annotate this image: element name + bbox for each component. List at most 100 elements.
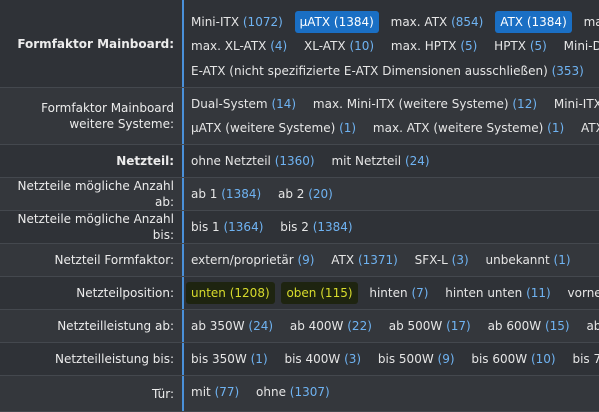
filter-option-ab-7[interactable]: ab 7: [581, 315, 599, 337]
filter-option-max[interactable]: max: [579, 11, 599, 33]
filter-option-bis-1[interactable]: bis 1 (1364): [186, 216, 268, 238]
filter-option-uatx-weitere-systeme[interactable]: µATX (weitere Systeme) (1): [186, 117, 361, 139]
option-line: bis 350W (1) bis 400W (3) bis 500W (9) b…: [186, 348, 599, 370]
option-label: max. HPTX: [390, 39, 457, 53]
option-label: ab 600W: [487, 319, 542, 333]
option-count: (1384): [526, 15, 567, 29]
filter-label: Netzteilposition:: [0, 277, 184, 309]
filter-row-netzteile-moegliche-anzahl-bis: Netzteile mögliche Anzahl bis: bis 1 (136…: [0, 211, 599, 244]
option-count: (854): [451, 15, 484, 29]
filter-option-max-atx[interactable]: max. ATX (854): [386, 11, 489, 33]
filter-option-uatx[interactable]: µATX (1384): [294, 11, 379, 33]
filter-option-bis-400w[interactable]: bis 400W (3): [279, 348, 366, 370]
option-count: (24): [404, 154, 430, 168]
option-label: vorne: [567, 286, 599, 300]
option-label: bis 600W: [471, 352, 528, 366]
filter-option-hinten-unten[interactable]: hinten unten (11): [440, 282, 555, 304]
filter-option-extern-proprietaer[interactable]: extern/proprietär (9): [186, 249, 319, 271]
filter-option-max-xl-atx[interactable]: max. XL-ATX (4): [186, 35, 292, 57]
filter-option-mini-itx[interactable]: Mini-ITX (1072): [186, 11, 288, 33]
option-line: extern/proprietär (9) ATX (1371) SFX-L (…: [186, 249, 579, 271]
option-label: hinten unten: [445, 286, 523, 300]
filter-option-atx[interactable]: ATX (1384): [495, 11, 572, 33]
filter-option-mini-itx[interactable]: Mini-ITX (: [549, 93, 599, 115]
option-label: bis 2: [280, 220, 309, 234]
option-label: bis 500W: [377, 352, 434, 366]
filter-option-dual-system[interactable]: Dual-System (14): [186, 93, 301, 115]
filter-option-ab-350w[interactable]: ab 350W (24): [186, 315, 278, 337]
option-label: ohne: [256, 385, 286, 399]
filter-option-ohne[interactable]: ohne (1307): [251, 381, 335, 403]
option-count: (9): [297, 253, 315, 267]
filter-option-ab-400w[interactable]: ab 400W (22): [285, 315, 377, 337]
filter-row-formfaktor-mainboard-weitere-systeme: Formfaktor Mainboard weitere Systeme: Dua…: [0, 88, 599, 145]
filter-option-ab-600w[interactable]: ab 600W (15): [483, 315, 575, 337]
filter-option-ab-1[interactable]: ab 1 (1384): [186, 183, 266, 205]
filter-option-bis-2[interactable]: bis 2 (1384): [275, 216, 357, 238]
filter-options: extern/proprietär (9) ATX (1371) SFX-L (…: [186, 244, 599, 276]
option-count: (1371): [357, 253, 398, 267]
option-label: ab 1: [191, 187, 218, 201]
filter-row-netzteil: Netzteil: ohne Netzteil (1360) mit Netzte…: [0, 145, 599, 178]
option-count: (10): [349, 39, 375, 53]
filter-option-ohne-netzteil[interactable]: ohne Netzteil (1360): [186, 150, 320, 172]
option-label: mit Netzteil: [331, 154, 402, 168]
option-label: max. ATX (weitere Systeme): [372, 121, 544, 135]
filter-label: Netzteilleistung ab:: [0, 310, 184, 342]
filter-label: Formfaktor Mainboard weitere Systeme:: [0, 88, 184, 144]
option-line: Dual-System (14) max. Mini-ITX (weitere …: [186, 93, 599, 115]
filter-option-bis-500w[interactable]: bis 500W (9): [373, 348, 460, 370]
filter-option-unten[interactable]: unten (1208): [186, 282, 275, 304]
option-label: max. ATX: [390, 15, 448, 29]
option-line: µATX (weitere Systeme) (1) max. ATX (wei…: [186, 117, 599, 139]
option-count: (1): [547, 121, 565, 135]
option-line: mit (77) ohne (1307): [186, 381, 338, 403]
filter-option-hinten[interactable]: hinten (7): [364, 282, 433, 304]
filter-option-bis-600w[interactable]: bis 600W (10): [466, 348, 560, 370]
option-label: Mini-DT: [563, 39, 599, 53]
filter-option-bis-350w[interactable]: bis 350W (1): [186, 348, 273, 370]
option-label: bis 70: [572, 352, 599, 366]
option-label: ab 350W: [191, 319, 245, 333]
filter-option-max-atx-weitere-systeme[interactable]: max. ATX (weitere Systeme) (1): [368, 117, 569, 139]
filter-option-atx[interactable]: ATX (w: [576, 117, 599, 139]
option-label: bis 400W: [284, 352, 341, 366]
option-label: ATX: [331, 253, 355, 267]
option-count: (1360): [274, 154, 315, 168]
filter-option-ab-500w[interactable]: ab 500W (17): [384, 315, 476, 337]
filter-option-max-hptx[interactable]: max. HPTX (5): [386, 35, 482, 57]
option-count: (1307): [289, 385, 330, 399]
option-count: (4): [270, 39, 288, 53]
filter-option-e-atx-nicht-spezifizierte-e-atx-dimensionen-ausschliessen[interactable]: E-ATX (nicht spezifizierte E-ATX Dimensi…: [186, 60, 589, 82]
filter-option-xl-atx[interactable]: XL-ATX (10): [299, 35, 379, 57]
option-label: max. XL-ATX: [191, 39, 267, 53]
filter-option-atx[interactable]: ATX (1371): [326, 249, 403, 271]
option-label: ab 400W: [289, 319, 344, 333]
option-count: (5): [529, 39, 547, 53]
filter-option-hptx[interactable]: HPTX (5): [489, 35, 552, 57]
option-count: (9): [437, 352, 455, 366]
filter-option-mini-dt[interactable]: Mini-DT: [559, 35, 599, 57]
filter-option-vorne[interactable]: vorne (: [563, 282, 599, 304]
option-label: ab 7: [586, 319, 599, 333]
option-label: Mini-ITX: [553, 97, 599, 111]
filter-option-mit-netzteil[interactable]: mit Netzteil (24): [326, 150, 434, 172]
filter-option-mit[interactable]: mit (77): [186, 381, 244, 403]
filter-option-unbekannt[interactable]: unbekannt (1): [481, 249, 576, 271]
filter-option-bis-70[interactable]: bis 70: [567, 348, 599, 370]
option-label: max. Mini-ITX (weitere Systeme): [312, 97, 509, 111]
option-count: (20): [308, 187, 333, 201]
filter-option-ab-2[interactable]: ab 2 (20): [273, 183, 338, 205]
filter-options: Dual-System (14) max. Mini-ITX (weitere …: [186, 88, 599, 144]
filter-option-sfx-l[interactable]: SFX-L (3): [410, 249, 474, 271]
option-count: (15): [544, 319, 570, 333]
filter-option-max-mini-itx-weitere-systeme[interactable]: max. Mini-ITX (weitere Systeme) (12): [308, 93, 542, 115]
option-label: µATX: [299, 15, 331, 29]
filter-option-oben[interactable]: oben (115): [281, 282, 358, 304]
option-count: (1208): [229, 286, 270, 300]
option-label: bis 1: [191, 220, 220, 234]
filter-label: Netzteile mögliche Anzahl bis:: [0, 211, 184, 243]
option-line: ab 350W (24) ab 400W (22) ab 500W (17) a…: [186, 315, 599, 337]
option-label: unbekannt: [485, 253, 550, 267]
filter-options: ab 350W (24) ab 400W (22) ab 500W (17) a…: [186, 310, 599, 342]
